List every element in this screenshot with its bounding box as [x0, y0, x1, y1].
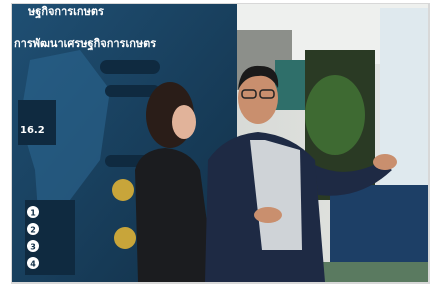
badge	[112, 179, 134, 201]
page: {"image": {"board": {"heading_top": "ษฐก…	[0, 0, 441, 288]
pill	[100, 60, 160, 74]
info-box	[18, 100, 56, 145]
green-sign	[275, 60, 305, 110]
photo: ษฐกิจการเกษตร การพัฒนาเศรษฐกิจการเกษตร 1…	[0, 0, 441, 288]
badge	[114, 227, 136, 249]
list-number: 4	[30, 260, 36, 269]
counter	[330, 185, 428, 265]
woman-face	[172, 105, 196, 139]
list-number: 2	[30, 226, 36, 235]
list-number: 3	[30, 243, 36, 252]
figure-text: 16.2	[20, 125, 45, 136]
tree	[305, 75, 365, 155]
man-hand	[254, 207, 282, 223]
man-hand	[373, 154, 397, 170]
board-heading: การพัฒนาเศรษฐกิจการเกษตร	[14, 37, 156, 51]
list-number: 1	[30, 209, 36, 218]
board-heading-top: ษฐกิจการเกษตร	[27, 5, 104, 19]
